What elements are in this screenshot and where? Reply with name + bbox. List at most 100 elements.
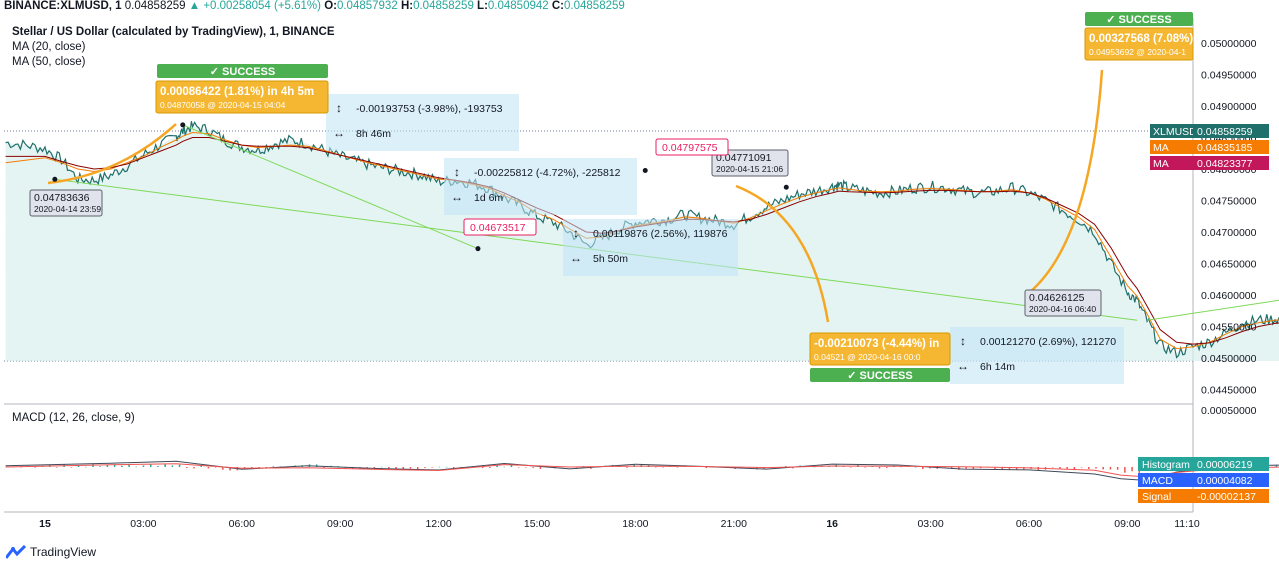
histogram-bar (481, 467, 484, 469)
measure-bg (444, 158, 637, 215)
measure-value: 0.00121270 (2.69%), 121270 (980, 336, 1116, 348)
histogram-bar (135, 466, 138, 468)
histogram-bar (871, 466, 874, 468)
price-tick-label: 0.04600000 (1201, 290, 1257, 302)
histogram-bar (229, 467, 231, 471)
price-scale-label[interactable]: MA 0.04823377 (1150, 156, 1269, 170)
histogram-bar (626, 467, 628, 468)
trend-line[interactable] (1147, 279, 1279, 321)
scale-label-name: MA (1153, 158, 1169, 170)
callout-box (1024, 289, 1102, 317)
price-scale-label[interactable]: MA 0.04835185 (1150, 140, 1269, 154)
success-badge[interactable]: ✓ SUCCESS (157, 64, 328, 78)
success-text: ✓ SUCCESS (847, 370, 912, 382)
success-badge[interactable]: ✓ SUCCESS (810, 368, 950, 382)
histogram-bar (813, 466, 816, 468)
callout-box (711, 149, 789, 177)
histogram-bar (655, 467, 657, 468)
histogram-bar (409, 467, 412, 469)
marker-point[interactable] (783, 184, 789, 190)
histogram-bar (200, 465, 202, 467)
histogram-bar (784, 466, 787, 467)
target-annotation[interactable]: 0.00327568 (7.08%) 0.04953692 @ 2020-04-1 (1084, 27, 1194, 61)
signal-line (5, 463, 1279, 478)
target-annotation[interactable]: 0.00086422 (1.81%) in 4h 5m 0.04870058 @ … (155, 80, 329, 114)
macd-scale-label[interactable]: MACD 0.00004082 (1138, 473, 1269, 487)
annotation-bg (1084, 27, 1194, 61)
measure-box[interactable]: ↕ 0.00119876 (2.56%), 119876 ↔ 5h 50m (563, 219, 738, 276)
measure-box[interactable]: ↕ -0.00193753 (-3.98%), -193753 ↔ 8h 46m (326, 94, 519, 151)
scale-label-name: XLMUSD (1153, 126, 1197, 138)
callout-box (29, 189, 103, 217)
price-tick-label: 0.04650000 (1201, 259, 1257, 271)
time-tick-label: 11:10 (1174, 518, 1200, 530)
success-badge[interactable]: ✓ SUCCESS (1085, 12, 1193, 26)
histogram-bar (1109, 467, 1112, 470)
annotation-sub: 0.04870058 @ 2020-04-15 04:04 (160, 100, 286, 110)
marker-point[interactable] (52, 176, 58, 182)
callout-price: 0.04626125 (1029, 292, 1085, 304)
macd-label-value-bg (1193, 473, 1269, 487)
tradingview-logo[interactable]: TradingView (6, 545, 96, 559)
histogram-bar (539, 467, 542, 469)
macd-label-name: Histogram (1142, 459, 1190, 471)
macd-label-value: -0.00002137 (1197, 491, 1256, 503)
scale-label-name-bg (1150, 140, 1193, 154)
macd-legend[interactable]: MACD (12, 26, close, 9) (12, 412, 135, 424)
price-scale-label[interactable]: XLMUSD 0.04858259 (1150, 124, 1269, 138)
success-text: ✓ SUCCESS (1106, 14, 1171, 26)
marker-point[interactable] (642, 168, 648, 174)
chart-title[interactable]: Stellar / US Dollar (calculated by Tradi… (12, 26, 335, 38)
histogram-bar (929, 467, 931, 469)
histogram-bar (532, 467, 534, 468)
close-value: 0.04858259 (564, 0, 625, 12)
low-value: 0.04850942 (487, 0, 549, 12)
price-callout-pink[interactable]: 0.04673517 (463, 218, 537, 236)
measure-duration: 1d 6m (474, 192, 503, 204)
marker-point[interactable] (475, 246, 481, 252)
histogram-bar (914, 466, 917, 468)
histogram-bar (1001, 467, 1003, 470)
histogram-bar (438, 466, 441, 468)
measure-box[interactable]: ↕ -0.00225812 (-4.72%), -225812 ↔ 1d 6m (444, 158, 637, 215)
trend-line[interactable] (182, 124, 479, 250)
macd-scale-label[interactable]: Signal -0.00002137 (1138, 489, 1269, 503)
histogram-bar (445, 466, 448, 468)
callout-price: 0.04771091 (716, 152, 772, 164)
time-tick-label: 06:00 (229, 518, 255, 530)
measure-horizontal-icon: ↔ (333, 126, 345, 140)
histogram-bar (258, 467, 260, 468)
macd-label-name: Signal (1142, 491, 1171, 503)
histogram-bar (510, 464, 513, 467)
histogram-bar (416, 467, 419, 470)
macd-label-name-bg (1138, 457, 1193, 471)
time-tick-label: 15 (39, 518, 51, 530)
histogram-bar (979, 467, 982, 469)
measure-bg (326, 94, 519, 151)
scale-label-value-bg (1193, 156, 1269, 170)
macd-label-value-bg (1193, 457, 1269, 471)
callout-box (463, 218, 537, 236)
annotation-sub: 0.04953692 @ 2020-04-1 (1089, 47, 1186, 57)
measure-box[interactable]: ↕ 0.00121270 (2.69%), 121270 ↔ 6h 14m (950, 327, 1124, 384)
ma20-legend[interactable]: MA (20, close) (12, 41, 86, 53)
symbol-name[interactable]: BINANCE:XLMUSD, 1 (4, 0, 122, 12)
histogram-bar (121, 465, 123, 467)
callout-box (655, 138, 729, 156)
ma50-legend[interactable]: MA (50, close) (12, 56, 86, 68)
histogram-bar (705, 467, 708, 469)
histogram-bar (878, 467, 881, 469)
price-callout-pink[interactable]: 0.04797575 (655, 138, 729, 156)
macd-scale-label[interactable]: Histogram 0.00006219 (1138, 457, 1269, 471)
histogram-bar (1095, 467, 1097, 469)
price-tick-label: 0.05000000 (1201, 38, 1257, 50)
marker-point[interactable] (180, 122, 186, 128)
annotation-bg (155, 80, 329, 114)
target-annotation[interactable]: -0.00210073 (-4.44%) in 0.04521 @ 2020-04… (809, 332, 951, 366)
time-tick-label: 21:00 (721, 518, 747, 530)
histogram-bar (34, 467, 37, 468)
